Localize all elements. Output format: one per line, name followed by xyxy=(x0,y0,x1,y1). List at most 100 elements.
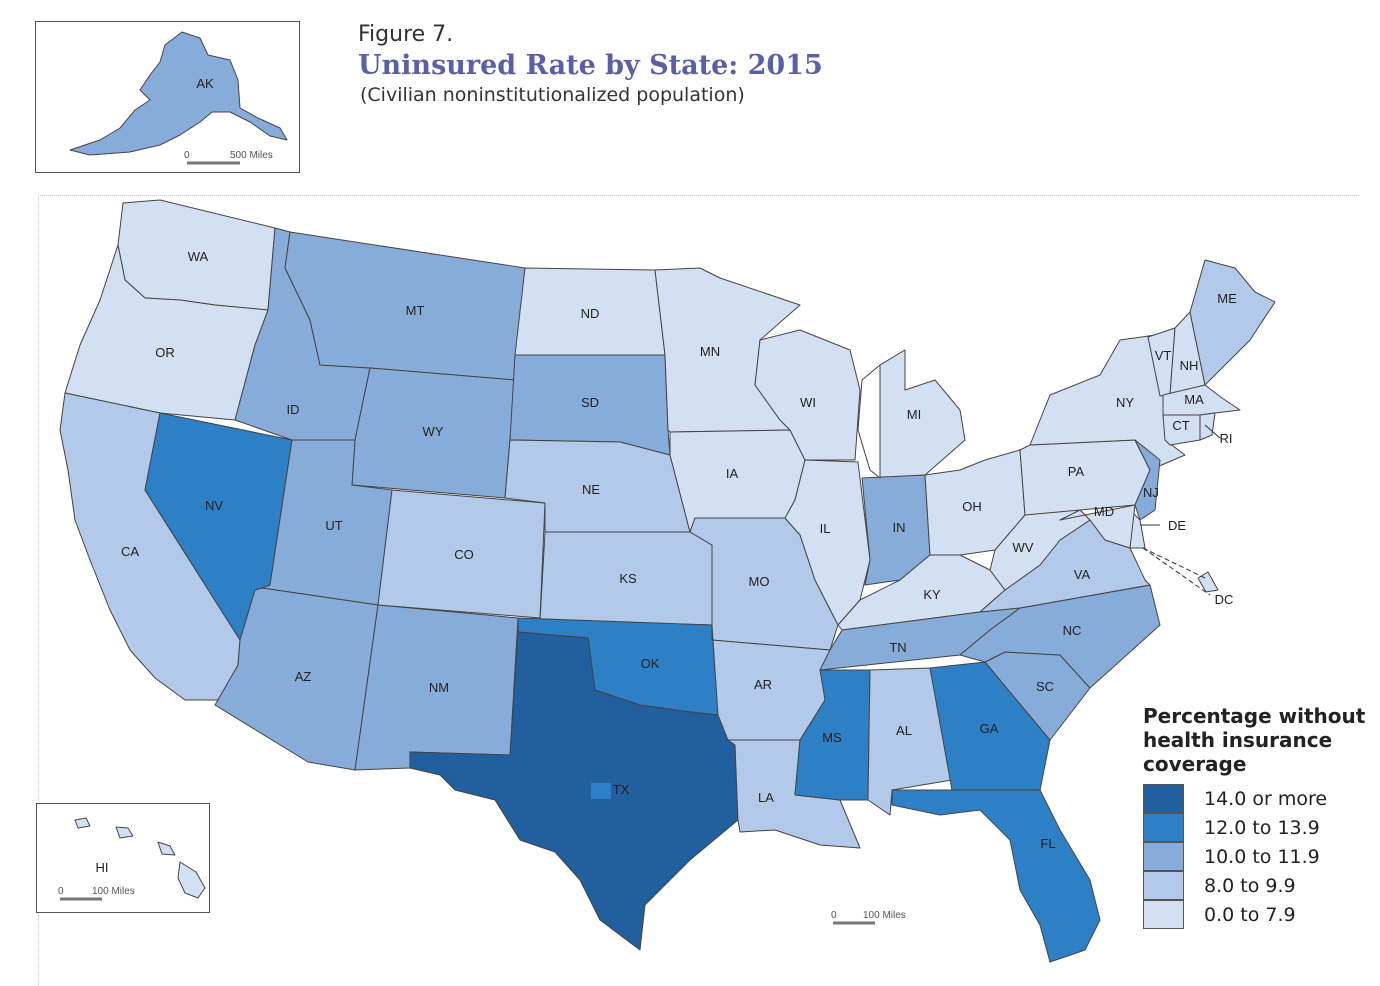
state-label-ar: AR xyxy=(754,677,772,692)
state-label-ms: MS xyxy=(822,730,842,745)
tx-label-highlight xyxy=(591,783,611,799)
state-tx xyxy=(409,631,739,951)
state-label-de: DE xyxy=(1168,518,1186,533)
state-pa xyxy=(1019,439,1151,516)
svg-text:100 Miles: 100 Miles xyxy=(863,910,906,921)
state-hi-maui xyxy=(157,841,176,856)
state-ct xyxy=(1162,414,1201,446)
alaska-scale: 0 500 Miles xyxy=(184,150,273,165)
state-label-ny: NY xyxy=(1116,395,1134,410)
legend-swatch xyxy=(1143,812,1184,842)
ri-callout-line xyxy=(1204,424,1221,439)
state-label-nh: NH xyxy=(1180,358,1199,373)
legend-row: 0.0 to 7.9 xyxy=(1143,899,1378,929)
state-label-wy: WY xyxy=(423,424,444,439)
state-label-mt: MT xyxy=(406,303,425,318)
state-hi xyxy=(177,861,206,899)
svg-text:0: 0 xyxy=(831,910,837,921)
state-label-il: IL xyxy=(820,521,831,536)
state-label-ca: CA xyxy=(121,544,139,559)
legend-row: 12.0 to 13.9 xyxy=(1143,812,1378,842)
state-label-ma: MA xyxy=(1184,392,1204,407)
legend-row: 8.0 to 9.9 xyxy=(1143,870,1378,900)
svg-text:500 Miles: 500 Miles xyxy=(230,150,273,161)
state-label-va: VA xyxy=(1074,567,1091,582)
dc-callout-line xyxy=(1142,547,1206,579)
state-label-al: AL xyxy=(896,723,912,738)
legend-title: Percentage without health insurance cove… xyxy=(1143,704,1366,776)
state-label-tn: TN xyxy=(889,640,906,655)
state-ia xyxy=(669,429,806,533)
legend-label: 14.0 or more xyxy=(1204,787,1328,810)
state-ga xyxy=(929,661,1051,791)
state-nc xyxy=(959,584,1161,689)
svg-text:0: 0 xyxy=(184,150,190,161)
state-label-wv: WV xyxy=(1013,540,1034,555)
state-label-ky: KY xyxy=(923,587,941,602)
state-label-or: OR xyxy=(155,345,175,360)
state-label-nc: NC xyxy=(1063,623,1082,638)
state-label-ia: IA xyxy=(726,466,739,481)
map-subtitle: (Civilian noninstitutionalized populatio… xyxy=(360,84,745,106)
hawaii-scale: 0 100 Miles xyxy=(58,886,135,901)
state-label-dc: DC xyxy=(1215,592,1234,607)
state-dc xyxy=(1197,571,1219,593)
state-label-ga: GA xyxy=(980,721,999,736)
state-label-tx: TX xyxy=(613,782,630,797)
state-wi xyxy=(754,329,861,461)
state-label-nd: ND xyxy=(581,306,600,321)
state-wy xyxy=(351,367,516,499)
state-label-ut: UT xyxy=(325,518,342,533)
legend-swatch xyxy=(1143,841,1184,871)
state-label-nv: NV xyxy=(205,498,223,513)
state-label-az: AZ xyxy=(295,669,312,684)
state-label-ne: NE xyxy=(582,482,600,497)
state-label-ks: KS xyxy=(619,571,637,586)
state-label-ct: CT xyxy=(1172,418,1189,433)
legend-row: 14.0 or more xyxy=(1143,783,1378,813)
state-label-ak: AK xyxy=(196,76,214,91)
map-frame xyxy=(38,195,1359,986)
legend: Percentage without health insurance cove… xyxy=(1143,704,1378,929)
state-label-vt: VT xyxy=(1155,348,1172,363)
state-il xyxy=(784,459,871,626)
state-me xyxy=(1189,259,1276,386)
legend-label: 12.0 to 13.9 xyxy=(1204,816,1320,839)
state-label-wi: WI xyxy=(800,395,816,410)
state-label-mn: MN xyxy=(700,344,720,359)
state-label-wa: WA xyxy=(188,249,209,264)
state-label-la: LA xyxy=(758,790,774,805)
state-label-md: MD xyxy=(1094,504,1114,519)
state-hi-oahu xyxy=(115,826,134,839)
state-label-co: CO xyxy=(454,547,474,562)
state-label-ok: OK xyxy=(641,656,660,671)
lake-michigan xyxy=(857,364,881,479)
state-ri xyxy=(1199,412,1216,441)
legend-label: 8.0 to 9.9 xyxy=(1204,874,1296,897)
state-label-id: ID xyxy=(287,402,300,417)
state-label-nm: NM xyxy=(429,680,449,695)
hawaii-inset xyxy=(36,803,210,913)
state-label-oh: OH xyxy=(962,499,982,514)
state-fl xyxy=(891,789,1101,963)
dc-callout-line-2 xyxy=(1142,547,1211,596)
state-label-pa: PA xyxy=(1068,464,1085,479)
legend-row: 10.0 to 11.9 xyxy=(1143,841,1378,871)
state-label-mi: MI xyxy=(907,407,921,422)
state-label-ri: RI xyxy=(1220,431,1233,446)
legend-items: 14.0 or more 12.0 to 13.9 10.0 to 11.9 8.0 … xyxy=(1143,783,1378,929)
state-label-in: IN xyxy=(893,520,906,535)
legend-label: 0.0 to 7.9 xyxy=(1204,903,1296,926)
state-label-nj: NJ xyxy=(1143,485,1159,500)
state-label-me: ME xyxy=(1217,291,1237,306)
state-label-sd: SD xyxy=(581,395,599,410)
state-hi-kauai xyxy=(74,817,91,829)
state-label-mo: MO xyxy=(749,574,770,589)
mainland-scale: 0 100 Miles xyxy=(831,910,906,925)
legend-swatch xyxy=(1143,870,1184,900)
map-title: Uninsured Rate by State: 2015 xyxy=(358,50,823,81)
legend-swatch xyxy=(1143,783,1184,813)
legend-label: 10.0 to 11.9 xyxy=(1204,845,1320,868)
state-ak xyxy=(69,31,288,156)
